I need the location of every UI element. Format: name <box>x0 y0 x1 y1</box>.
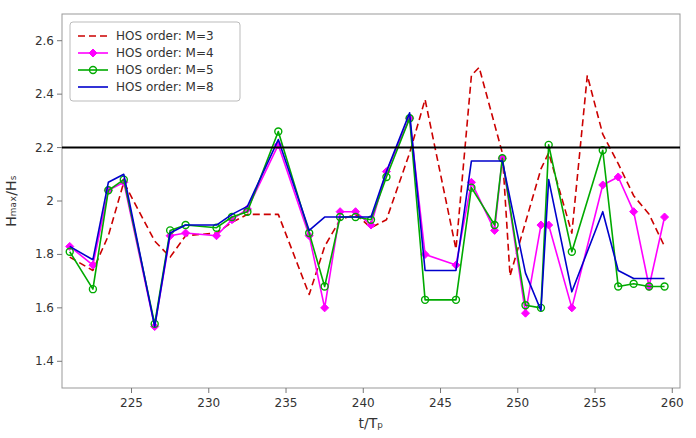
point <box>646 283 653 290</box>
y-tick-label: 1.8 <box>35 247 54 261</box>
legend-label: HOS order: M=4 <box>116 46 214 60</box>
x-tick-label: 245 <box>429 396 452 410</box>
series <box>70 113 665 327</box>
point <box>182 229 190 237</box>
x-tick-label: 235 <box>275 396 298 410</box>
point <box>537 221 545 229</box>
legend-label: HOS order: M=3 <box>116 29 214 43</box>
x-tick-label: 260 <box>661 396 684 410</box>
point <box>522 309 530 317</box>
x-tick-label: 225 <box>120 396 143 410</box>
x-tick <box>131 388 132 393</box>
y-tick-label: 2.6 <box>35 34 54 48</box>
legend-box <box>70 22 240 101</box>
point <box>599 181 607 189</box>
point <box>614 173 622 181</box>
y-tick-label: 2.4 <box>35 87 54 101</box>
y-tick <box>57 254 62 255</box>
point <box>491 222 498 229</box>
point <box>645 282 653 290</box>
legend-label: HOS order: M=8 <box>116 80 214 94</box>
legend-swatch <box>78 86 108 88</box>
y-tick-label: 2.2 <box>35 141 54 155</box>
point <box>661 283 668 290</box>
point <box>568 248 575 255</box>
point <box>468 184 475 191</box>
point <box>630 208 638 216</box>
legend-marker <box>89 49 97 57</box>
point <box>213 232 221 240</box>
series-line <box>70 118 665 326</box>
point <box>275 128 282 135</box>
series-line <box>70 118 665 324</box>
legend-swatch <box>78 35 108 37</box>
x-tick-label: 240 <box>352 396 375 410</box>
y-tick <box>57 201 62 202</box>
x-tick <box>517 388 518 393</box>
y-tick <box>57 147 62 148</box>
x-tick <box>208 388 209 393</box>
point <box>321 304 329 312</box>
point <box>422 296 429 303</box>
x-tick <box>440 388 441 393</box>
y-tick <box>57 40 62 41</box>
chart: 225 230 235 240 245 250 255 260 1.4 1.6 1.8 2 2.2 2.4… <box>0 0 696 438</box>
point <box>522 302 529 309</box>
y-tick-label: 1.4 <box>35 354 54 368</box>
y-tick-label: 2 <box>46 194 54 208</box>
x-tick <box>286 388 287 393</box>
point <box>89 286 96 293</box>
y-tick <box>57 94 62 95</box>
y-tick <box>57 361 62 362</box>
y-axis-label: Hₘₐₓ/Hₛ <box>3 175 19 226</box>
reference-line <box>62 147 680 149</box>
point <box>661 213 669 221</box>
point <box>615 283 622 290</box>
point <box>66 248 73 255</box>
point <box>321 283 328 290</box>
y-tick <box>57 307 62 308</box>
x-tick <box>672 388 673 393</box>
point <box>452 296 459 303</box>
x-tick <box>595 388 596 393</box>
x-tick <box>363 388 364 393</box>
legend-label: HOS order: M=5 <box>116 63 214 77</box>
plot-area <box>62 67 680 330</box>
point <box>244 208 251 215</box>
x-axis-label: t/Tₚ <box>359 415 384 431</box>
x-tick-label: 255 <box>584 396 607 410</box>
plot-frame <box>62 14 680 388</box>
legend: HOS order: M=3 HOS order: M=4 HOS order: M… <box>70 22 240 101</box>
series-line <box>70 113 665 327</box>
legend-marker <box>90 67 97 74</box>
x-tick-label: 250 <box>506 396 529 410</box>
point <box>630 280 637 287</box>
point <box>568 304 576 312</box>
y-tick-label: 1.6 <box>35 301 54 315</box>
x-tick-label: 230 <box>197 396 220 410</box>
point <box>421 250 429 258</box>
